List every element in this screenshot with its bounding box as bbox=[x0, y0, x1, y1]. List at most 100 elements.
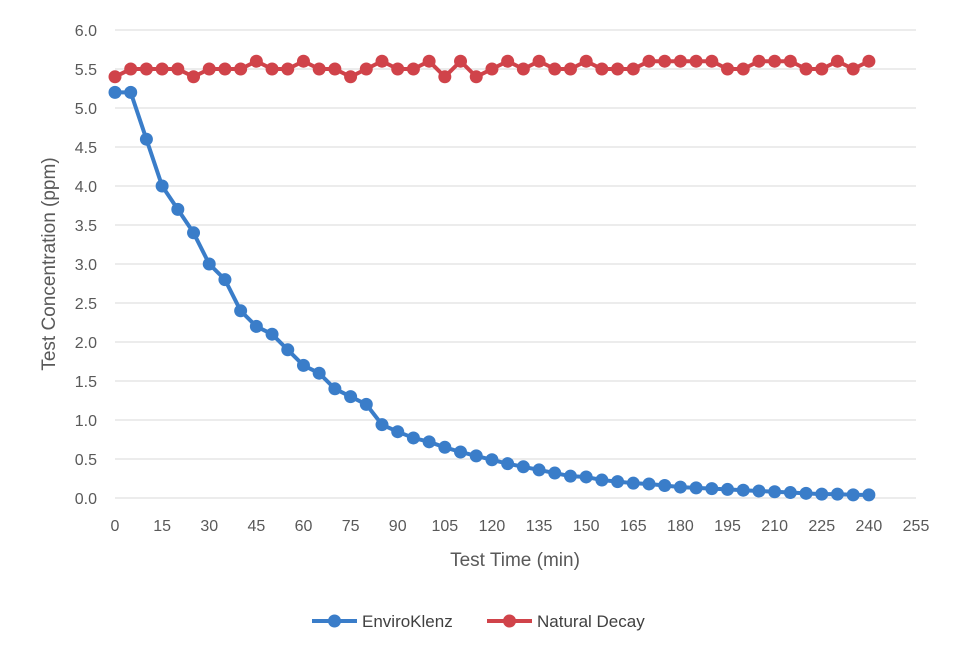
data-point bbox=[155, 62, 169, 76]
data-point bbox=[579, 470, 593, 484]
data-point bbox=[611, 475, 625, 489]
data-point bbox=[234, 304, 248, 318]
data-point bbox=[689, 54, 703, 68]
x-axis-ticks: 0 15 30 45 60 75 90 105 120 135 150 165 180 195 210 225… bbox=[111, 518, 930, 535]
x-tick-label: 135 bbox=[526, 518, 553, 535]
data-point bbox=[139, 62, 153, 76]
data-point bbox=[642, 477, 656, 491]
x-tick-label: 105 bbox=[431, 518, 458, 535]
data-point bbox=[328, 62, 342, 76]
legend-marker bbox=[328, 614, 341, 628]
data-point bbox=[846, 62, 860, 76]
data-point bbox=[202, 257, 216, 271]
data-point bbox=[563, 469, 577, 483]
data-point bbox=[862, 54, 876, 68]
data-point bbox=[391, 62, 405, 76]
data-point bbox=[673, 480, 687, 494]
data-point bbox=[438, 70, 452, 84]
legend-label: EnviroKlenz bbox=[362, 612, 453, 631]
data-point bbox=[516, 62, 530, 76]
y-tick-label: 4.0 bbox=[75, 179, 97, 196]
data-point bbox=[532, 54, 546, 68]
y-tick-label: 2.5 bbox=[75, 296, 97, 313]
data-point bbox=[862, 488, 876, 502]
data-point bbox=[673, 54, 687, 68]
series-layer bbox=[108, 54, 876, 502]
data-point bbox=[108, 85, 122, 99]
data-point bbox=[846, 488, 860, 502]
data-point bbox=[736, 483, 750, 497]
data-point bbox=[485, 62, 499, 76]
data-point bbox=[375, 418, 389, 432]
y-tick-label: 5.5 bbox=[75, 62, 97, 79]
legend-label: Natural Decay bbox=[537, 612, 645, 631]
data-point bbox=[626, 476, 640, 490]
data-point bbox=[830, 487, 844, 501]
data-point bbox=[171, 202, 185, 216]
data-point bbox=[705, 482, 719, 496]
data-point bbox=[344, 390, 358, 404]
data-point bbox=[469, 70, 483, 84]
data-point bbox=[469, 449, 483, 463]
data-point bbox=[721, 62, 735, 76]
data-point bbox=[312, 366, 326, 380]
data-point bbox=[768, 54, 782, 68]
data-point bbox=[202, 62, 216, 76]
series-1 bbox=[108, 54, 876, 84]
x-tick-label: 180 bbox=[667, 518, 694, 535]
legend-item: Natural Decay bbox=[487, 612, 645, 631]
data-point bbox=[815, 62, 829, 76]
x-tick-label: 90 bbox=[389, 518, 407, 535]
data-point bbox=[595, 62, 609, 76]
y-tick-label: 0.5 bbox=[75, 452, 97, 469]
x-tick-label: 150 bbox=[573, 518, 600, 535]
data-point bbox=[187, 70, 201, 84]
data-point bbox=[108, 70, 122, 84]
data-point bbox=[328, 382, 342, 396]
data-point bbox=[532, 463, 546, 477]
y-axis-title: Test Concentration (ppm) bbox=[39, 157, 60, 370]
data-point bbox=[265, 327, 279, 341]
data-point bbox=[124, 85, 138, 99]
data-point bbox=[281, 62, 295, 76]
data-point bbox=[799, 62, 813, 76]
x-tick-label: 0 bbox=[111, 518, 120, 535]
y-tick-label: 4.5 bbox=[75, 140, 97, 157]
x-tick-label: 255 bbox=[903, 518, 930, 535]
legend: EnviroKlenz Natural Decay bbox=[312, 612, 645, 631]
y-tick-label: 6.0 bbox=[75, 23, 97, 40]
data-point bbox=[139, 132, 153, 146]
data-point bbox=[296, 358, 310, 372]
data-point bbox=[783, 54, 797, 68]
x-tick-label: 240 bbox=[856, 518, 883, 535]
data-point bbox=[642, 54, 656, 68]
data-point bbox=[501, 457, 515, 471]
data-point bbox=[281, 343, 295, 357]
data-point bbox=[187, 226, 201, 240]
data-point bbox=[454, 445, 468, 459]
data-point bbox=[815, 487, 829, 501]
x-tick-label: 30 bbox=[200, 518, 218, 535]
x-tick-label: 120 bbox=[479, 518, 506, 535]
data-point bbox=[752, 54, 766, 68]
data-point bbox=[375, 54, 389, 68]
data-point bbox=[218, 273, 232, 287]
data-point bbox=[611, 62, 625, 76]
data-point bbox=[406, 431, 420, 445]
data-point bbox=[438, 440, 452, 454]
data-point bbox=[422, 435, 436, 449]
data-point bbox=[563, 62, 577, 76]
data-point bbox=[454, 54, 468, 68]
data-point bbox=[548, 62, 562, 76]
x-tick-label: 75 bbox=[342, 518, 360, 535]
data-point bbox=[658, 479, 672, 493]
data-point bbox=[265, 62, 279, 76]
series-line bbox=[115, 90, 869, 497]
data-point bbox=[124, 62, 138, 76]
data-point bbox=[249, 54, 263, 68]
legend-item: EnviroKlenz bbox=[312, 612, 453, 631]
data-point bbox=[626, 62, 640, 76]
x-tick-label: 60 bbox=[295, 518, 313, 535]
x-tick-label: 210 bbox=[761, 518, 788, 535]
